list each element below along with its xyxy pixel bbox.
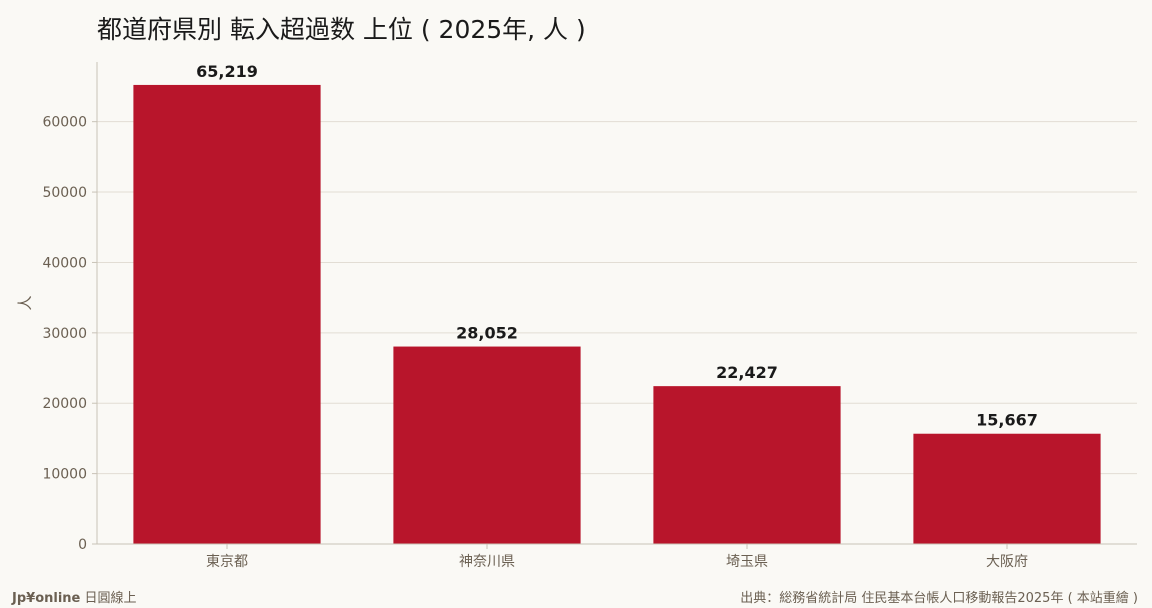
x-tick-label: 埼玉県 — [726, 554, 768, 570]
y-tick-label: 60000 — [42, 115, 87, 131]
bar — [393, 346, 581, 544]
bar-value-label: 28,052 — [456, 324, 518, 343]
brand-name: Jp¥online — [12, 591, 81, 606]
bar — [913, 433, 1101, 544]
value-labels: 65,219 28,052 22,427 15,667 — [196, 62, 1038, 430]
brand-logo: Jp¥online 日圓線上 — [12, 587, 137, 606]
bar-value-label: 15,667 — [976, 411, 1038, 430]
y-tick-label: 40000 — [42, 255, 87, 271]
y-tick-label: 50000 — [42, 185, 87, 201]
bar — [133, 84, 321, 545]
y-tick-label: 20000 — [42, 396, 87, 412]
chart-title: 都道府県別 転入超過数 上位 ( 2025年, 人 ) — [97, 15, 586, 44]
bar-value-label: 22,427 — [716, 363, 778, 382]
bar — [653, 386, 841, 544]
brand-subtitle: 日圓線上 — [80, 591, 137, 606]
bar-value-label: 65,219 — [196, 62, 258, 81]
x-tick-label: 東京都 — [206, 554, 248, 570]
y-tick-label: 0 — [78, 537, 87, 553]
x-tick-label: 大阪府 — [986, 554, 1028, 570]
y-tick-label: 10000 — [42, 467, 87, 483]
x-tick-label: 神奈川県 — [459, 554, 515, 570]
y-axis-label: 人 — [16, 295, 34, 310]
y-tick-label: 30000 — [42, 326, 87, 342]
source-note: 出典：総務省統計局 住民基本台帳人口移動報告2025年 ( 本站重繪 ) — [740, 591, 1138, 606]
bars — [133, 84, 1101, 545]
